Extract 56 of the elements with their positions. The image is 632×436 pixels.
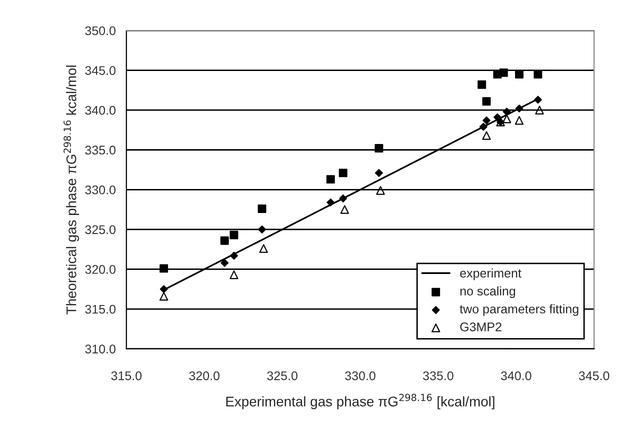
point — [160, 264, 168, 273]
point — [220, 258, 229, 267]
x-tick-label: 330.0 — [345, 371, 376, 380]
y-axis-title: Theoretical gas phase πG$^{298.16}$ kcal/mol — [64, 66, 80, 314]
x-tick-label: 335.0 — [423, 371, 454, 380]
y-tick-label: 310.0 — [85, 344, 116, 354]
y-tick-label: 350.0 — [85, 26, 116, 36]
x-tick-label: 325.0 — [267, 371, 298, 380]
point — [340, 205, 350, 214]
point — [482, 116, 490, 124]
point — [230, 252, 238, 260]
legend-label: no scaling — [460, 286, 516, 298]
point — [338, 168, 348, 178]
x-axis-title: Experimental gas phase πG$^{298.16}$ [kcal/mol] — [226, 394, 494, 410]
y-tick-label: 330.0 — [85, 185, 116, 194]
point — [374, 144, 384, 153]
point — [502, 114, 512, 124]
point — [534, 70, 542, 79]
point — [326, 198, 335, 206]
y-tick-label: 340.0 — [85, 106, 116, 115]
x-tick-label: 340.0 — [500, 371, 532, 380]
x-tick-label: 315.0 — [111, 371, 142, 380]
x-tick-label: 320.0 — [189, 371, 220, 380]
point — [220, 236, 229, 245]
point — [258, 204, 266, 213]
point — [374, 168, 383, 177]
y-tick-label: 345.0 — [85, 66, 116, 75]
point — [376, 186, 385, 195]
point — [230, 230, 238, 240]
y-tick-label: 315.0 — [85, 304, 116, 314]
point — [160, 285, 168, 294]
point — [478, 80, 486, 89]
legend-label: experiment — [460, 268, 522, 280]
point — [502, 108, 511, 116]
point — [515, 104, 524, 112]
point — [159, 292, 168, 301]
y-tick-label: 335.0 — [85, 146, 116, 155]
point — [534, 96, 542, 104]
point — [258, 225, 266, 234]
point — [482, 97, 491, 106]
y-tick-label: 325.0 — [85, 225, 116, 234]
point — [230, 270, 238, 280]
point — [259, 244, 268, 253]
point — [499, 68, 508, 77]
y-tick-label: 320.0 — [85, 265, 116, 274]
point — [493, 113, 502, 122]
x-tick-label: 345.0 — [578, 371, 610, 380]
point — [514, 116, 524, 125]
point — [479, 122, 488, 131]
point — [482, 131, 491, 140]
point — [339, 194, 348, 202]
legend-label: two parameters fitting — [460, 304, 578, 316]
point — [326, 175, 335, 184]
point — [535, 106, 544, 114]
legend-label: G3MP2 — [460, 322, 502, 332]
point — [515, 70, 524, 79]
